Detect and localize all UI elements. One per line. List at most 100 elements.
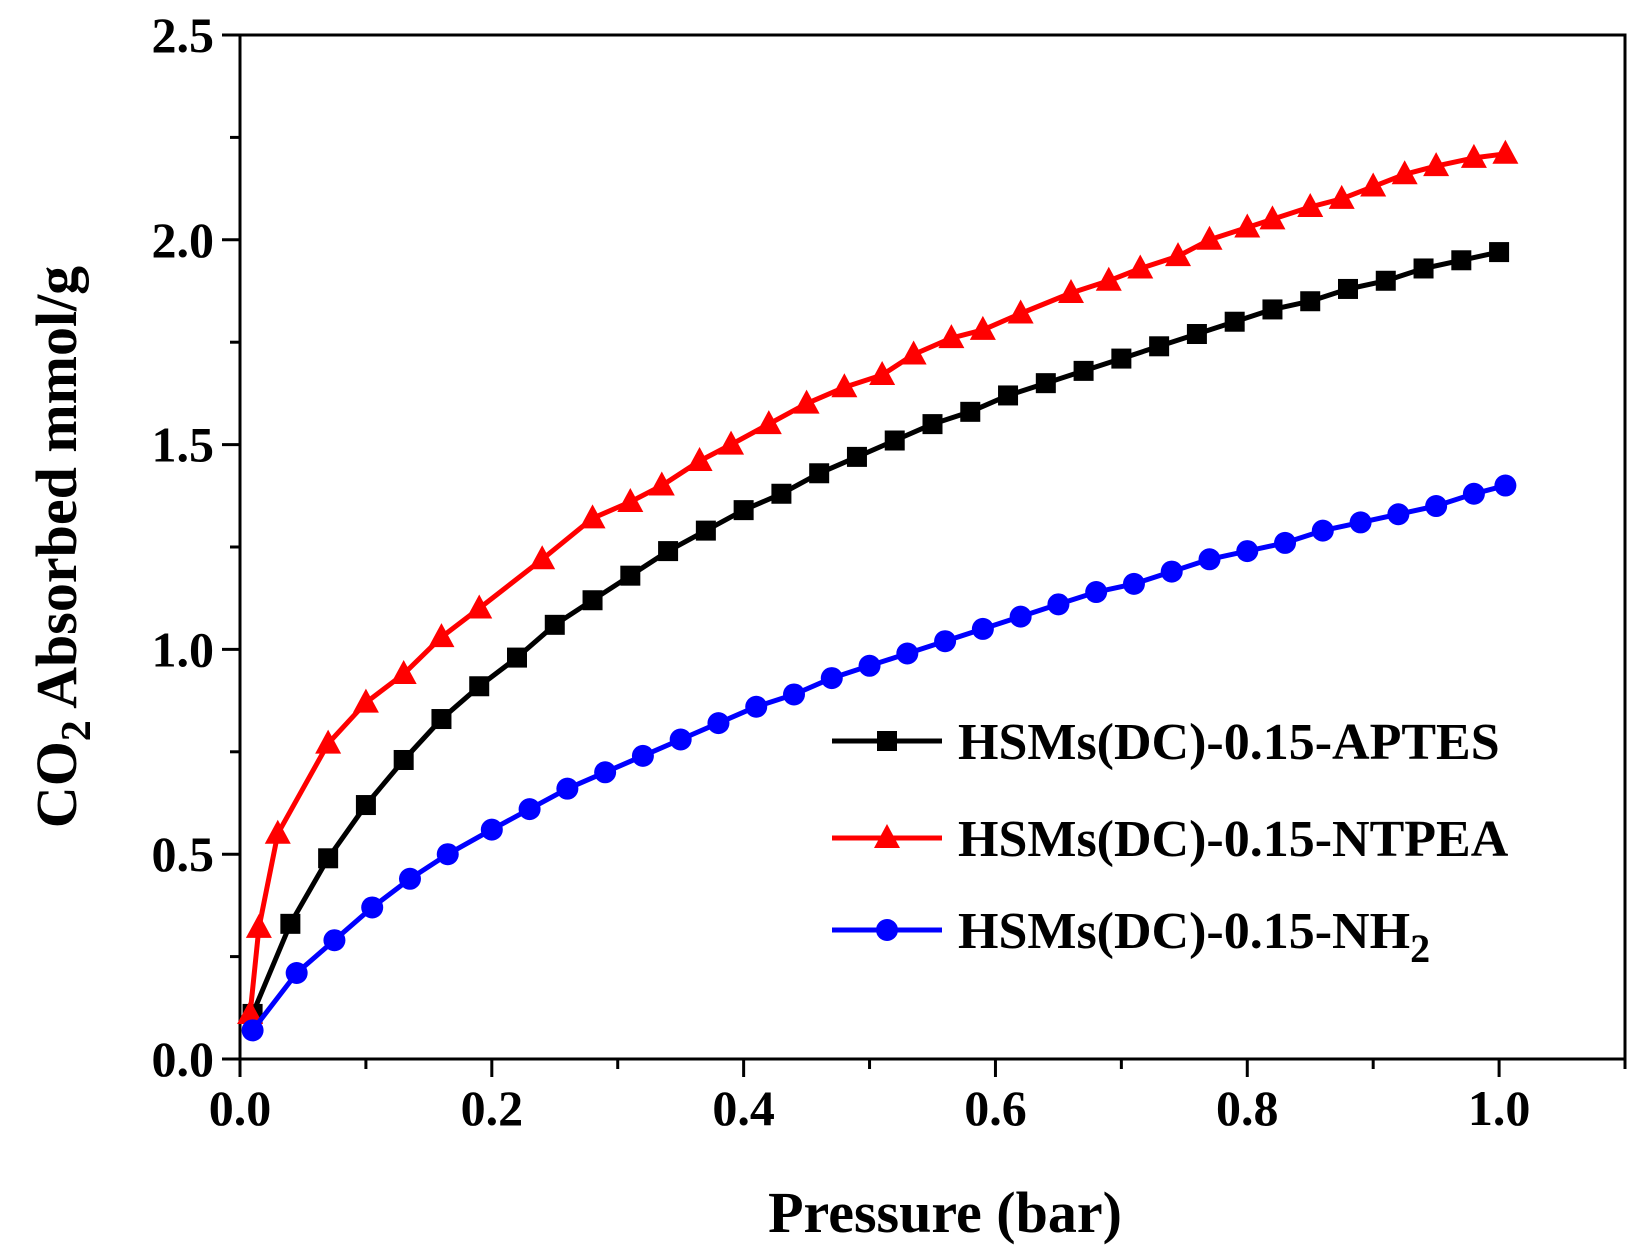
data-point bbox=[323, 929, 346, 952]
series-circle bbox=[241, 474, 1517, 1042]
data-point bbox=[809, 463, 830, 484]
data-point bbox=[938, 324, 965, 349]
legend-label-main: HSMs(DC)-0.15-NH bbox=[958, 903, 1410, 960]
plot-frame bbox=[238, 33, 1627, 1061]
data-point bbox=[1489, 242, 1510, 263]
y-axis-title-subscript: 2 bbox=[54, 720, 100, 741]
data-point bbox=[529, 545, 556, 570]
data-point bbox=[1224, 311, 1245, 332]
data-point bbox=[579, 504, 606, 529]
data-point bbox=[1236, 540, 1259, 563]
data-point bbox=[922, 414, 943, 435]
data-point bbox=[846, 446, 867, 467]
data-point bbox=[1165, 242, 1192, 267]
data-point bbox=[1149, 336, 1170, 357]
legend-label: HSMs(DC)-0.15-NH2 bbox=[958, 903, 1430, 971]
data-point bbox=[480, 818, 503, 841]
data-point bbox=[707, 712, 730, 735]
data-point bbox=[398, 867, 421, 890]
legend-marker bbox=[876, 919, 898, 941]
data-point bbox=[686, 446, 713, 471]
data-point bbox=[820, 667, 843, 690]
y-tick-label: 0.5 bbox=[152, 826, 215, 882]
data-point bbox=[556, 777, 579, 800]
data-point bbox=[241, 1019, 264, 1042]
y-axis-title: CO2 Absorbed mmol/g bbox=[24, 266, 100, 828]
data-point bbox=[1338, 278, 1358, 299]
data-point bbox=[1234, 213, 1261, 238]
legend-label: HSMs(DC)-0.15-NTPEA bbox=[958, 811, 1509, 868]
data-point bbox=[280, 913, 301, 934]
x-tick-label: 1.0 bbox=[1468, 1080, 1531, 1136]
data-point bbox=[1311, 519, 1334, 542]
data-point bbox=[436, 843, 459, 866]
data-point bbox=[1198, 548, 1221, 571]
data-point bbox=[783, 683, 805, 706]
data-point bbox=[1460, 143, 1487, 168]
data-point bbox=[1073, 360, 1094, 381]
y-axis-title-co: CO bbox=[24, 741, 89, 828]
data-point bbox=[469, 676, 490, 697]
data-point bbox=[1492, 139, 1519, 164]
data-point bbox=[1274, 531, 1297, 554]
series-triangle bbox=[237, 139, 1519, 1024]
data-point bbox=[1047, 593, 1070, 616]
data-point bbox=[1387, 503, 1410, 526]
data-point bbox=[718, 430, 745, 455]
data-point bbox=[1462, 482, 1485, 505]
data-point bbox=[361, 896, 384, 919]
data-point bbox=[745, 695, 768, 718]
data-point bbox=[466, 594, 493, 619]
data-point bbox=[1122, 572, 1145, 595]
y-tick-label: 1.0 bbox=[152, 621, 215, 677]
data-point bbox=[352, 688, 379, 713]
data-point bbox=[1262, 299, 1283, 320]
axes: 0.0 0.2 0.4 0.6 0.8 1.0 0.0 0.5 1.0 1.5 2.0 2.5 bbox=[152, 7, 1627, 1136]
data-point bbox=[285, 961, 308, 984]
data-point bbox=[315, 729, 342, 754]
data-point bbox=[896, 642, 919, 665]
data-point bbox=[1009, 605, 1032, 628]
series-line bbox=[247, 151, 1506, 1015]
data-point bbox=[318, 848, 339, 869]
data-point bbox=[1328, 184, 1355, 209]
data-point bbox=[1085, 581, 1108, 604]
data-point bbox=[771, 483, 792, 504]
data-point bbox=[617, 487, 644, 512]
data-point bbox=[1423, 152, 1450, 177]
data-point bbox=[355, 795, 376, 816]
data-point bbox=[1007, 299, 1034, 324]
data-point bbox=[544, 614, 565, 635]
data-point bbox=[631, 744, 654, 767]
data-point bbox=[390, 659, 417, 684]
data-point bbox=[1391, 160, 1418, 185]
data-point bbox=[648, 471, 675, 496]
data-point bbox=[1095, 266, 1122, 291]
data-point bbox=[869, 360, 896, 385]
y-tick-label: 2.0 bbox=[152, 212, 215, 268]
legend-label-main: HSMs(DC)-0.15-NTPEA bbox=[958, 811, 1509, 868]
data-point bbox=[1349, 511, 1372, 534]
y-tick-label: 0.0 bbox=[152, 1031, 215, 1087]
x-axis-title: Pressure (bar) bbox=[768, 1180, 1122, 1245]
data-point bbox=[393, 749, 414, 770]
data-point bbox=[1413, 258, 1434, 279]
legend-marker bbox=[874, 824, 900, 848]
data-point bbox=[620, 565, 641, 586]
data-point bbox=[1451, 250, 1472, 271]
legend-label-main: HSMs(DC)-0.15-APTES bbox=[958, 714, 1500, 771]
data-point bbox=[733, 500, 754, 521]
data-point bbox=[831, 373, 858, 398]
data-point bbox=[1360, 172, 1387, 197]
data-point bbox=[669, 728, 692, 751]
data-point bbox=[971, 617, 994, 640]
data-point bbox=[1127, 254, 1154, 279]
series-line bbox=[250, 249, 1500, 1015]
data-point bbox=[1186, 324, 1207, 345]
x-tick-label: 0.4 bbox=[712, 1080, 775, 1136]
data-point bbox=[858, 654, 881, 677]
y-tick-label: 2.5 bbox=[152, 7, 215, 63]
x-tick-label: 0.8 bbox=[1216, 1080, 1279, 1136]
data-point bbox=[518, 798, 541, 821]
